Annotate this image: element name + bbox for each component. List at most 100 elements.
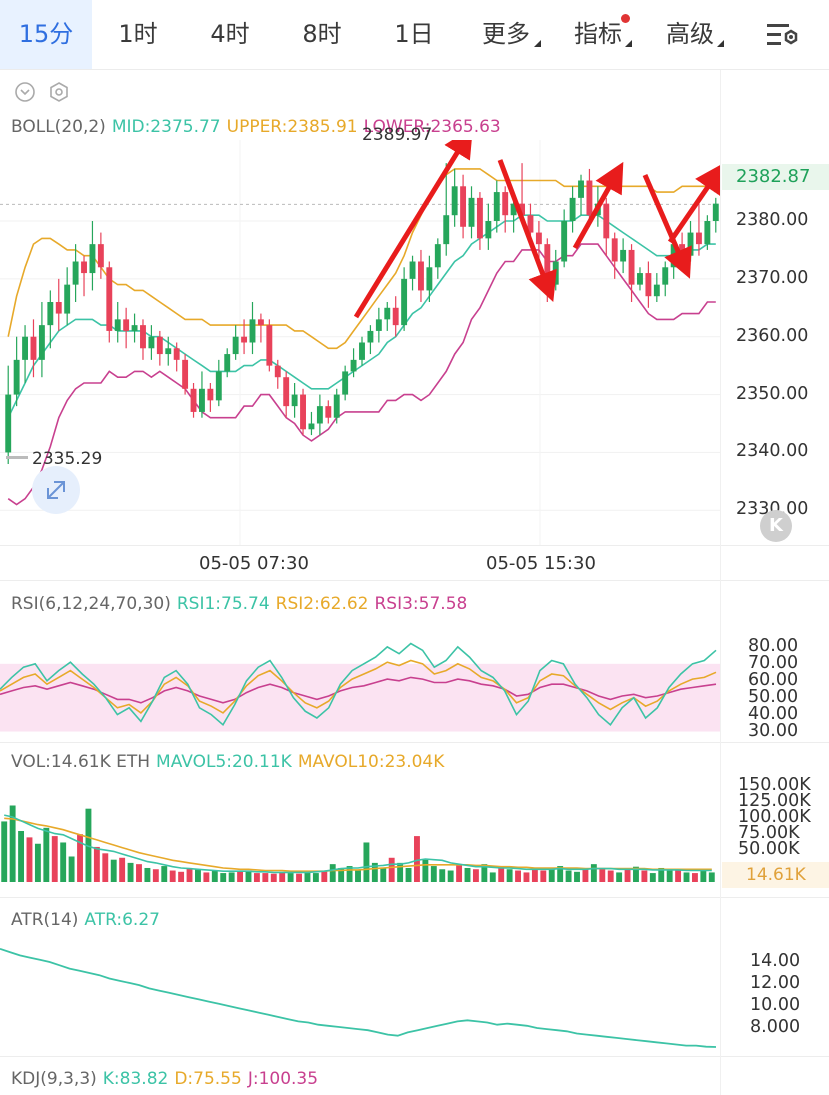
candle-body bbox=[190, 388, 197, 412]
candle-body bbox=[316, 406, 323, 424]
atr-label: ATR(14) bbox=[11, 910, 79, 930]
boll-lower-line bbox=[7, 243, 716, 506]
candle-body bbox=[485, 221, 492, 239]
candle-body bbox=[443, 215, 450, 245]
expand-arrows-icon bbox=[47, 481, 65, 499]
tab-8h[interactable]: 8时 bbox=[302, 20, 342, 48]
candle-body bbox=[401, 278, 408, 326]
volume-bar bbox=[60, 842, 67, 882]
candlestick-chart[interactable] bbox=[0, 140, 720, 545]
timeframe-tabs: 15分 1时 4时 8时 1日 更多 指标 高级 bbox=[0, 0, 829, 70]
x-tick-1: 05-05 07:30 bbox=[199, 553, 309, 574]
divider bbox=[0, 1056, 829, 1057]
candle-body bbox=[527, 215, 534, 233]
candle-body bbox=[510, 203, 517, 216]
candle-body bbox=[55, 302, 62, 314]
volume-bar bbox=[245, 870, 252, 882]
candle-body bbox=[257, 319, 264, 326]
volume-bar bbox=[666, 870, 673, 882]
tab-4h[interactable]: 4时 bbox=[210, 20, 250, 48]
boll-label: BOLL(20,2) bbox=[11, 117, 106, 137]
volume-bar bbox=[262, 873, 269, 882]
volume-bar bbox=[414, 836, 420, 882]
tab-indicators[interactable]: 指标 bbox=[552, 0, 644, 69]
kdj-legend: KDJ(9,3,3) K:83.82 D:75.55 J:100.35 bbox=[11, 1069, 324, 1089]
tab-1h[interactable]: 1时 bbox=[118, 20, 158, 48]
candle-body bbox=[140, 325, 146, 349]
volume-chart[interactable] bbox=[0, 780, 720, 882]
atr-chart[interactable] bbox=[0, 940, 720, 1050]
rsi-chart[interactable] bbox=[0, 630, 720, 740]
candle-body bbox=[586, 180, 593, 216]
price-axis-tick: 2330.00 bbox=[736, 499, 808, 519]
volume-bar bbox=[641, 870, 648, 882]
dropdown-triangle-icon bbox=[534, 40, 541, 47]
boll-upper-value: UPPER:2385.91 bbox=[226, 117, 358, 137]
rsi1-line bbox=[0, 642, 717, 727]
boll-legend: BOLL(20,2) MID:2375.77 UPPER:2385.91 LOWER:… bbox=[11, 117, 507, 137]
candle-body bbox=[207, 388, 214, 401]
candle-body bbox=[552, 261, 559, 285]
candle-body bbox=[569, 197, 576, 221]
tab-15m[interactable]: 15分 bbox=[0, 0, 92, 69]
chart-settings-icon[interactable] bbox=[766, 20, 800, 50]
low-marker-line bbox=[6, 456, 28, 459]
divider bbox=[0, 897, 829, 898]
candle-body bbox=[375, 319, 382, 331]
candle-body bbox=[300, 394, 306, 430]
hexagon-gear-icon[interactable] bbox=[47, 80, 71, 104]
atr-line bbox=[0, 947, 717, 1048]
candle-body bbox=[578, 180, 584, 198]
volume-bar bbox=[346, 866, 353, 882]
expand-button[interactable] bbox=[32, 466, 80, 514]
candle-body bbox=[628, 249, 635, 285]
atr-axis-tick: 8.000 bbox=[750, 1017, 801, 1037]
rsi3-value: RSI3:57.58 bbox=[374, 594, 468, 614]
boll-upper-line bbox=[7, 168, 716, 350]
volume-bar bbox=[195, 869, 201, 882]
divider bbox=[0, 580, 829, 581]
volume-bar bbox=[338, 867, 345, 882]
candle-body bbox=[426, 267, 433, 291]
rsi-axis-tick: 70.00 bbox=[748, 652, 799, 673]
price-axis-tick: 2360.00 bbox=[736, 325, 809, 346]
volume-bar bbox=[34, 843, 41, 882]
k-letter-icon[interactable]: K bbox=[760, 510, 792, 542]
volume-bar bbox=[9, 805, 16, 882]
chevron-down-circle-icon[interactable] bbox=[13, 80, 37, 104]
volume-bar bbox=[237, 871, 244, 882]
candle-body bbox=[418, 261, 424, 291]
tab-more[interactable]: 更多 bbox=[460, 0, 552, 69]
rsi-legend: RSI(6,12,24,70,30) RSI1:75.74 RSI2:62.62 RS… bbox=[11, 594, 473, 614]
volume-bar bbox=[599, 867, 606, 882]
candle-body bbox=[460, 186, 467, 227]
candle-body bbox=[215, 371, 222, 401]
annotation-arrow bbox=[353, 140, 473, 319]
volume-bar bbox=[119, 857, 126, 882]
annotation-arrow bbox=[497, 159, 557, 303]
candle-body bbox=[5, 394, 12, 453]
volume-bar bbox=[447, 870, 454, 882]
rsi-axis-tick: 60.00 bbox=[748, 669, 799, 690]
tab-advanced[interactable]: 高级 bbox=[644, 0, 736, 69]
price-axis-tick: 2350.00 bbox=[736, 383, 809, 404]
volume-bar bbox=[18, 831, 25, 882]
atr-legend: ATR(14) ATR:6.27 bbox=[11, 910, 166, 930]
boll-lower-value: LOWER:2365.63 bbox=[363, 117, 501, 137]
atr-axis-tick: 10.00 bbox=[750, 995, 801, 1015]
volume-bar bbox=[228, 872, 235, 882]
tab-1d[interactable]: 1日 bbox=[394, 20, 434, 48]
volume-bar bbox=[691, 873, 698, 882]
kdj-j-value: J:100.35 bbox=[247, 1069, 319, 1089]
candle-body bbox=[182, 359, 189, 389]
candle-body bbox=[232, 336, 239, 355]
volume-bar bbox=[683, 872, 690, 882]
atr-value: ATR:6.27 bbox=[84, 910, 160, 930]
volume-bar bbox=[590, 864, 597, 882]
volume-bar bbox=[51, 836, 58, 882]
candle-body bbox=[148, 336, 155, 349]
divider bbox=[0, 545, 829, 546]
volume-bar bbox=[439, 869, 446, 882]
rsi2-line bbox=[0, 659, 717, 714]
volume-bar bbox=[675, 869, 682, 882]
